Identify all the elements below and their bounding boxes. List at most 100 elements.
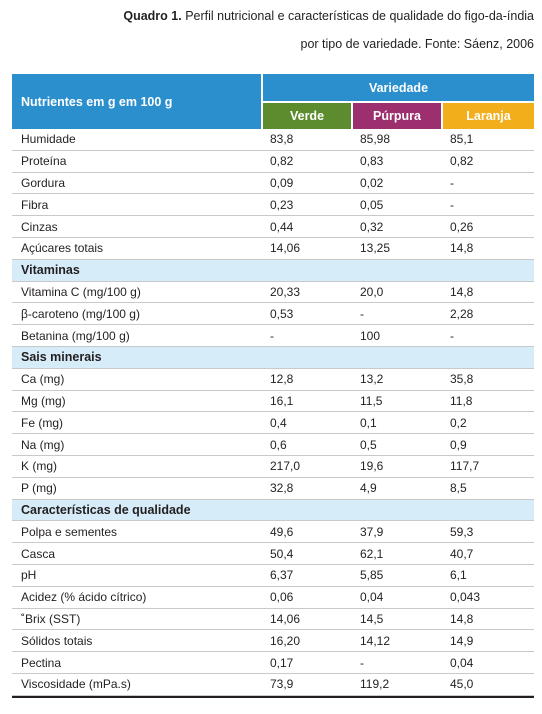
- cell-purpura: 14,5: [360, 611, 384, 626]
- cell-laranja: 0,2: [450, 415, 467, 430]
- table-row: Proteína 0,82 0,83 0,82: [12, 151, 534, 173]
- row-label: Ca (mg): [21, 372, 65, 387]
- row-label: Sólidos totais: [21, 633, 93, 648]
- row-label: pH: [21, 568, 37, 583]
- table-row: Humidade 83,8 85,98 85,1: [12, 129, 534, 151]
- nutrition-table: Nutrientes em g em 100 g Variedade Verde…: [12, 74, 534, 698]
- cell-purpura: 0,1: [360, 415, 377, 430]
- caption-label: Quadro 1.: [123, 9, 182, 23]
- header-variety-group: Variedade Verde Púrpura Laranja: [263, 74, 534, 129]
- cell-verde: 14,06: [270, 241, 301, 256]
- header-nutrients: Nutrientes em g em 100 g: [12, 74, 263, 129]
- table-row: Sólidos totais 16,20 14,12 14,9: [12, 630, 534, 653]
- table-caption-line-1: Quadro 1. Perfil nutricional e caracterí…: [123, 9, 534, 23]
- table-row: K (mg) 217,0 19,6 117,7: [12, 456, 534, 478]
- table-row: Pectina 0,17 - 0,04: [12, 652, 534, 674]
- cell-laranja: 40,7: [450, 546, 474, 561]
- cell-laranja: -: [450, 197, 454, 212]
- table-body: Humidade 83,8 85,98 85,1 Proteína 0,82 0,83 0,8…: [12, 129, 534, 696]
- row-label: Acidez (% ácido cítrico): [21, 590, 147, 605]
- cell-purpura: 37,9: [360, 524, 384, 539]
- cell-verde: 16,20: [270, 633, 301, 648]
- cell-purpura: 0,32: [360, 219, 384, 234]
- cell-verde: 83,8: [270, 132, 294, 147]
- table-bottom-rule: [12, 695, 534, 698]
- cell-verde: 0,53: [270, 306, 294, 321]
- cell-laranja: 0,82: [450, 154, 474, 169]
- cell-verde: 6,37: [270, 568, 294, 583]
- row-label: K (mg): [21, 459, 57, 474]
- table-row: Mg (mg) 16,1 11,5 11,8: [12, 391, 534, 413]
- cell-laranja: 11,8: [450, 393, 473, 408]
- cell-purpura: 119,2: [360, 677, 390, 692]
- cell-verde: 217,0: [270, 459, 301, 474]
- table-row: Açúcares totais 14,06 13,25 14,8: [12, 238, 534, 260]
- cell-purpura: 100: [360, 328, 381, 343]
- cell-laranja: 0,26: [450, 219, 474, 234]
- cell-laranja: 59,3: [450, 524, 474, 539]
- cell-verde: 49,6: [270, 524, 294, 539]
- cell-verde: 16,1: [270, 393, 294, 408]
- cell-verde: 0,17: [270, 655, 294, 670]
- cell-laranja: 6,1: [450, 568, 467, 583]
- row-label: Humidade: [21, 132, 76, 147]
- row-label: Viscosidade (mPa.s): [21, 677, 131, 692]
- cell-laranja: 14,8: [450, 284, 474, 299]
- section-header: Vitaminas: [12, 259, 534, 282]
- table-row: Na (mg) 0,6 0,5 0,9: [12, 434, 534, 456]
- cell-purpura: 85,98: [360, 132, 391, 147]
- row-label: Mg (mg): [21, 393, 66, 408]
- cell-purpura: 0,04: [360, 590, 384, 605]
- cell-verde: 0,06: [270, 590, 294, 605]
- cell-verde: 14,06: [270, 611, 301, 626]
- cell-purpura: 62,1: [360, 546, 384, 561]
- cell-purpura: 14,12: [360, 633, 391, 648]
- cell-verde: 73,9: [270, 677, 294, 692]
- cell-purpura: 11,5: [360, 393, 383, 408]
- cell-laranja: -: [450, 328, 454, 343]
- cell-purpura: 19,6: [360, 459, 384, 474]
- row-label: Betanina (mg/100 g): [21, 328, 130, 343]
- row-label: Fibra: [21, 197, 49, 212]
- cell-laranja: 45,0: [450, 677, 474, 692]
- cell-verde: -: [270, 328, 274, 343]
- table-row: Polpa e sementes 49,6 37,9 59,3: [12, 521, 534, 544]
- table-row: Betanina (mg/100 g) - 100 -: [12, 325, 534, 347]
- row-label: Casca: [21, 546, 56, 561]
- cell-verde: 0,4: [270, 415, 287, 430]
- table-row: Acidez (% ácido cítrico) 0,06 0,04 0,043: [12, 587, 534, 609]
- cell-purpura: 4,9: [360, 481, 377, 496]
- row-label: β-caroteno (mg/100 g): [21, 306, 140, 321]
- row-label: ˚Brix (SST): [21, 611, 81, 626]
- table-row: Fibra 0,23 0,05 -: [12, 194, 534, 217]
- table-row: Viscosidade (mPa.s) 73,9 119,2 45,0: [12, 674, 534, 696]
- table-row: P (mg) 32,8 4,9 8,5: [12, 478, 534, 500]
- header-columns: Verde Púrpura Laranja: [263, 103, 534, 129]
- cell-purpura: -: [360, 655, 364, 670]
- cell-verde: 0,09: [270, 175, 294, 190]
- table-row: Cinzas 0,44 0,32 0,26: [12, 216, 534, 238]
- section-header: Sais minerais: [12, 346, 534, 369]
- cell-laranja: 0,9: [450, 437, 467, 452]
- row-label: P (mg): [21, 481, 57, 496]
- cell-laranja: 117,7: [450, 459, 480, 474]
- row-label: Cinzas: [21, 219, 58, 234]
- row-label: Gordura: [21, 175, 66, 190]
- cell-purpura: 20,0: [360, 284, 384, 299]
- cell-laranja: 35,8: [450, 372, 474, 387]
- caption-text-1: Perfil nutricional e características de …: [185, 9, 534, 23]
- row-label: Açúcares totais: [21, 241, 104, 256]
- table-row: pH 6,37 5,85 6,1: [12, 565, 534, 587]
- cell-purpura: 5,85: [360, 568, 384, 583]
- table-header: Nutrientes em g em 100 g Variedade Verde…: [12, 74, 534, 129]
- row-label: Vitamina C (mg/100 g): [21, 284, 141, 299]
- table-caption-line-2: por tipo de variedade. Fonte: Sáenz, 200…: [300, 37, 535, 51]
- cell-purpura: 13,2: [360, 372, 384, 387]
- table-row: Casca 50,4 62,1 40,7: [12, 543, 534, 565]
- header-col-purpura: Púrpura: [353, 103, 443, 129]
- cell-laranja: 0,04: [450, 655, 474, 670]
- cell-purpura: 0,05: [360, 197, 384, 212]
- section-header: Características de qualidade: [12, 499, 534, 522]
- cell-laranja: 0,043: [450, 590, 481, 605]
- row-label: Polpa e sementes: [21, 524, 118, 539]
